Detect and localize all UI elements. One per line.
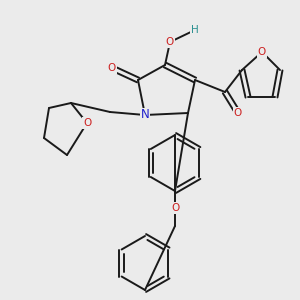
Text: O: O — [83, 118, 91, 128]
Text: O: O — [171, 203, 179, 213]
Text: O: O — [108, 63, 116, 73]
Text: O: O — [234, 108, 242, 118]
Text: H: H — [191, 25, 199, 35]
Text: N: N — [141, 109, 149, 122]
Text: O: O — [166, 37, 174, 47]
Text: O: O — [258, 47, 266, 57]
